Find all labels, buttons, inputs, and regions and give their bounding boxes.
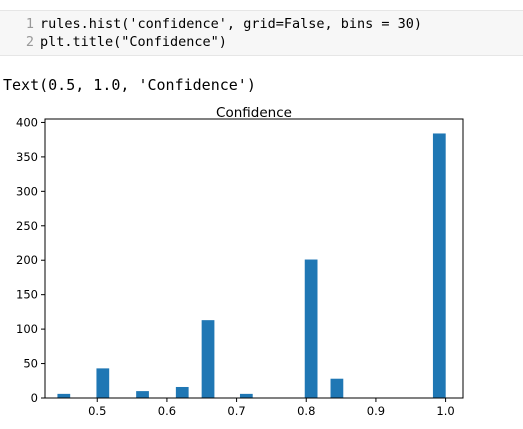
histogram-bar [136,391,149,398]
y-tick-label: 250 [16,219,38,233]
code-cell[interactable]: 1 rules.hist('confidence', grid=False, bi… [0,10,523,56]
y-tick-label: 350 [16,150,38,164]
histogram-bar [96,368,110,398]
histogram-bar [239,393,253,398]
x-tick-label: 0.5 [88,404,106,418]
x-axis-ticks: 0.5 0.6 0.7 0.8 0.9 1.0 [88,398,455,418]
x-tick-label: 0.7 [227,404,245,418]
line-number: 2 [25,34,34,50]
x-tick-label: 0.8 [297,404,315,418]
y-tick-label: 150 [16,288,38,302]
code-text: rules.hist('confidence', grid=False, bin… [40,16,423,32]
histogram-bar [175,386,189,398]
x-tick-label: 1.0 [436,404,454,418]
histogram-bar [57,393,71,398]
cell-output-text: Text(0.5, 1.0, 'Confidence') [3,76,256,94]
x-tick-label: 0.9 [367,404,385,418]
y-tick-label: 300 [16,184,38,198]
histogram-bar [201,320,215,398]
y-tick-label: 0 [31,391,38,405]
line-number: 1 [25,16,34,32]
code-line-2[interactable]: 2 plt.title("Confidence") [0,33,227,51]
code-text: plt.title("Confidence") [40,34,227,50]
histogram-bar [432,133,446,398]
histogram-bar [304,259,318,398]
histogram-bar [330,378,344,398]
chart-title: Confidence [216,105,292,121]
x-tick-label: 0.6 [158,404,176,418]
histogram-bars [57,133,446,398]
y-tick-label: 50 [23,357,38,371]
y-tick-label: 200 [16,253,38,267]
y-tick-label: 400 [16,115,38,129]
y-axis-ticks: 0 50 100 150 200 250 300 350 400 [16,115,45,405]
axes-frame [44,118,464,399]
code-line-1[interactable]: 1 rules.hist('confidence', grid=False, bi… [0,15,422,33]
y-tick-label: 100 [16,322,38,336]
